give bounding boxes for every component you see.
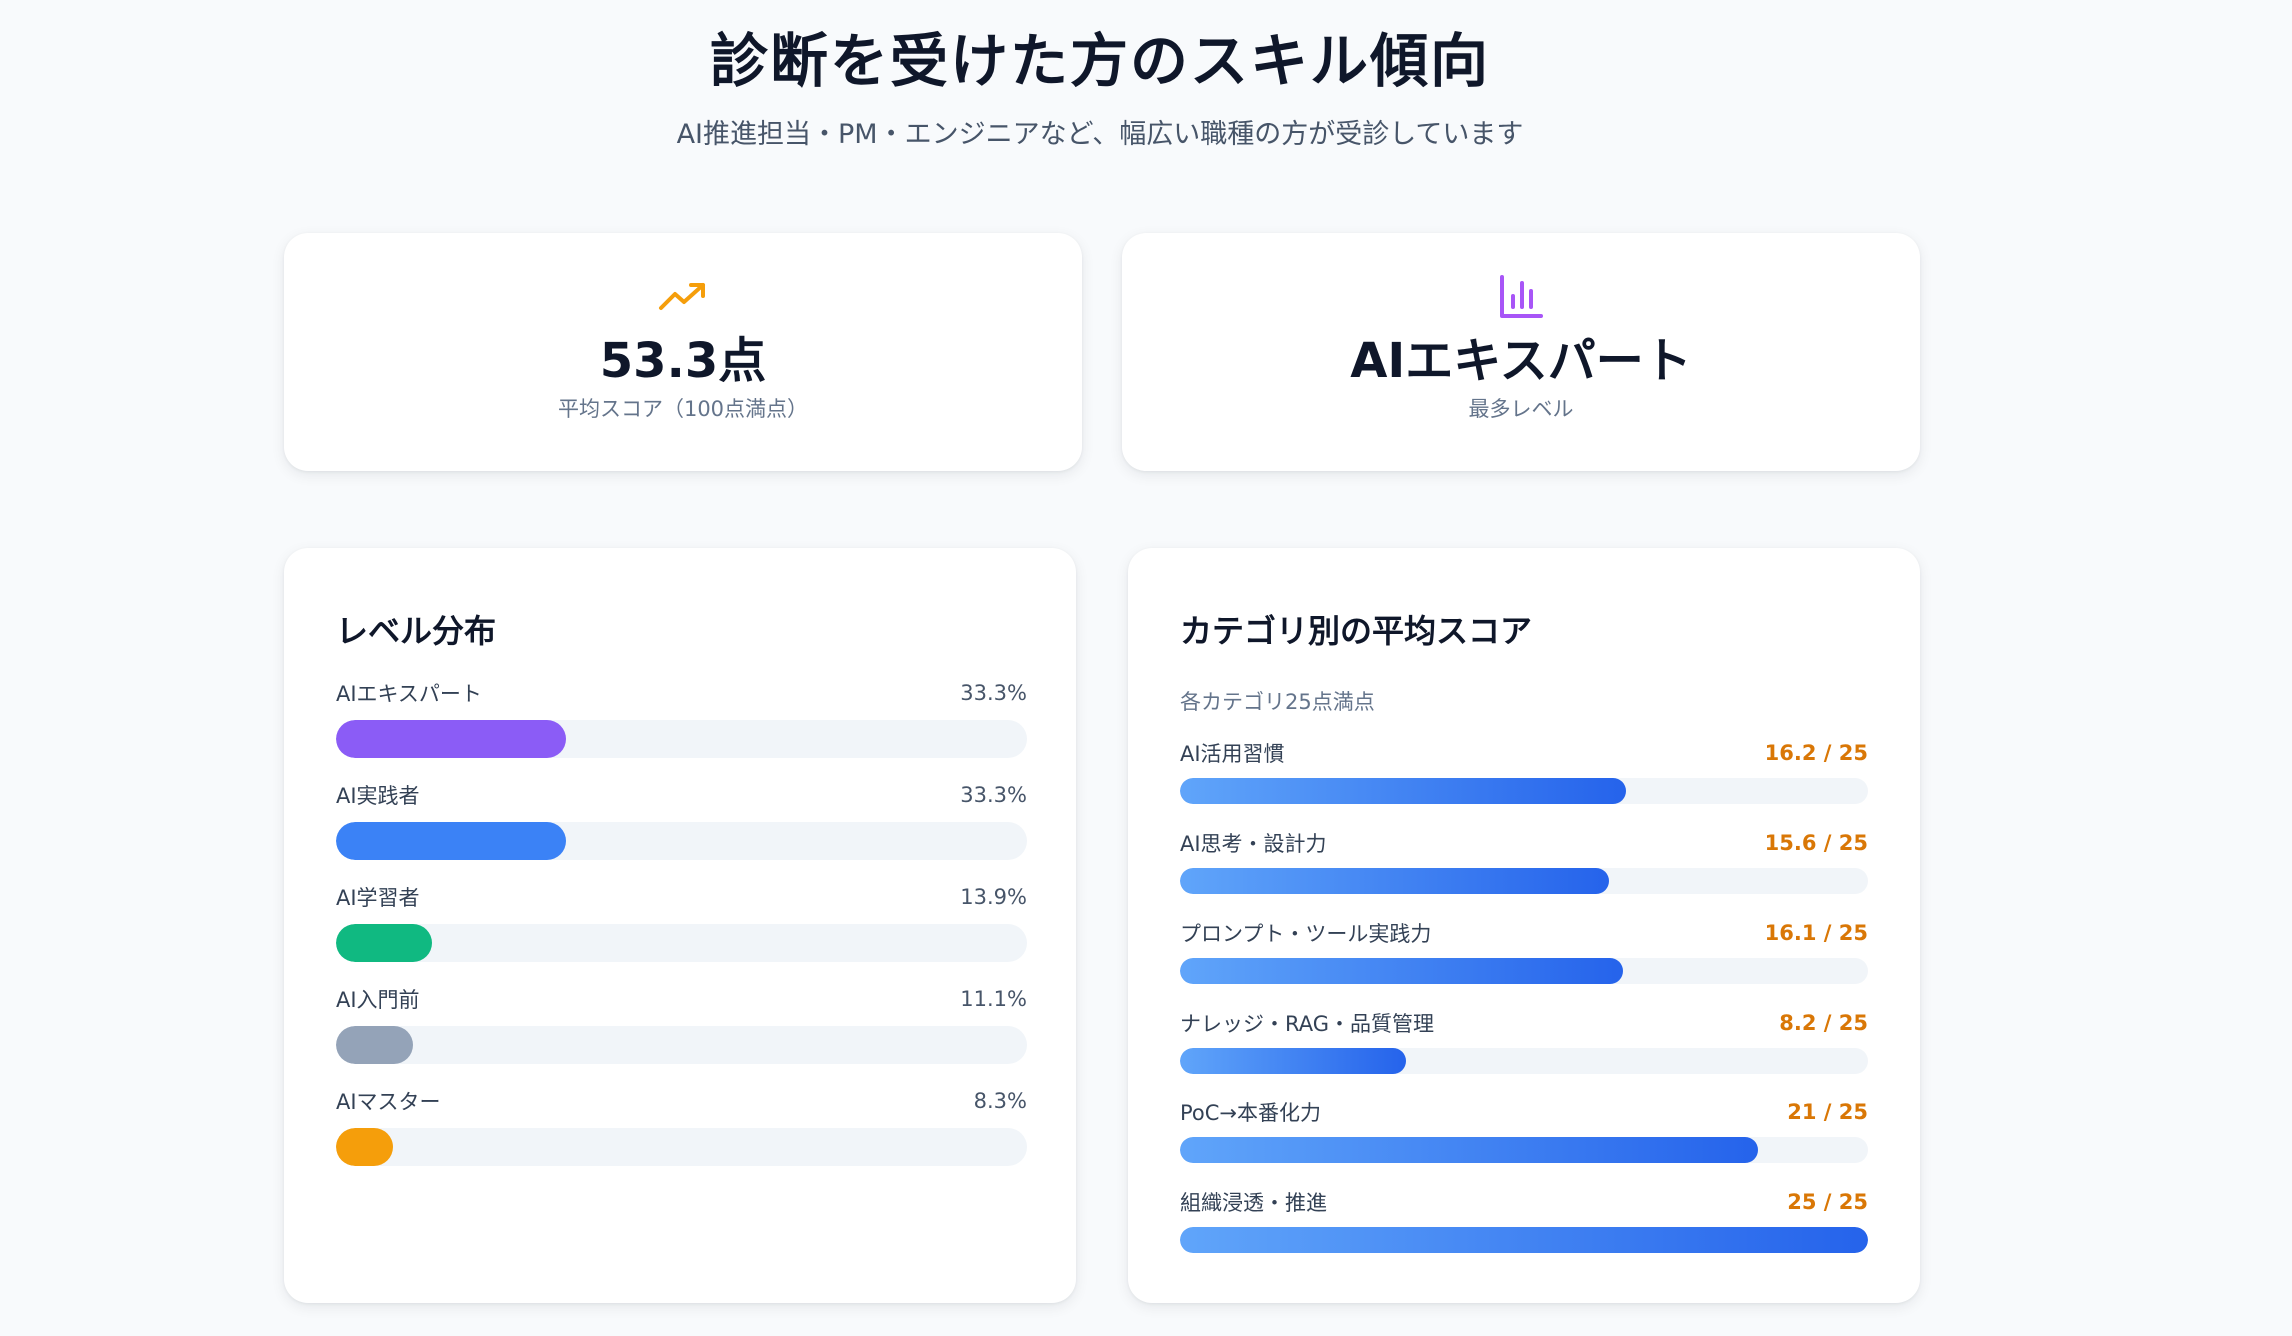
category-bar-track [1180, 778, 1868, 804]
category-bar-fill [1180, 1227, 1868, 1253]
category-bar-track [1180, 1227, 1868, 1253]
category-bar-fill [1180, 1137, 1758, 1163]
category-score: 15.6 / 25 [1764, 831, 1868, 855]
category-row: 組織浸透・推進 25 / 25 [1180, 1187, 1868, 1257]
category-label: AI思考・設計力 [1180, 832, 1327, 856]
level-label: AIマスター [336, 1090, 441, 1114]
level-row-practitioner: AI実践者 33.3% [336, 780, 1027, 860]
category-score: 25 / 25 [1787, 1190, 1868, 1214]
bar-chart-icon [1495, 271, 1547, 323]
level-label: AI入門前 [336, 988, 420, 1012]
level-bar-track [336, 720, 1027, 758]
level-percent: 33.3% [960, 783, 1027, 807]
category-bar-fill [1180, 778, 1626, 804]
level-label: AI学習者 [336, 886, 420, 910]
level-bar-fill [336, 1128, 394, 1166]
level-bar-track [336, 1026, 1027, 1064]
category-score: 21 / 25 [1787, 1100, 1868, 1124]
page-subtitle: AI推進担当・PM・エンジニアなど、幅広い職種の方が受診しています [676, 119, 1524, 150]
category-row: PoC→本番化力 21 / 25 [1180, 1097, 1868, 1167]
level-bar-fill [336, 924, 433, 962]
category-label: PoC→本番化力 [1180, 1101, 1322, 1125]
category-bar-fill [1180, 958, 1624, 984]
level-distribution-title: レベル分布 [336, 612, 497, 650]
top-level-value: AIエキスパート [1350, 333, 1692, 389]
category-label: 組織浸透・推進 [1180, 1191, 1327, 1215]
category-row: AI思考・設計力 15.6 / 25 [1180, 828, 1868, 898]
top-level-label: 最多レベル [1468, 397, 1574, 421]
average-score-card: 53.3点 平均スコア（100点満点） [284, 233, 1082, 471]
category-bar-fill [1180, 868, 1610, 894]
category-bar-track [1180, 958, 1868, 984]
category-label: AI活用習慣 [1180, 742, 1285, 766]
level-label: AI実践者 [336, 784, 420, 808]
level-label: AIエキスパート [336, 682, 482, 706]
level-bar-fill [336, 1026, 413, 1064]
level-row-master: AIマスター 8.3% [336, 1086, 1027, 1166]
level-bar-fill [336, 720, 567, 758]
level-row-expert: AIエキスパート 33.3% [336, 678, 1027, 758]
category-row: プロンプト・ツール実践力 16.1 / 25 [1180, 918, 1868, 988]
category-scores-title: カテゴリ別の平均スコア [1180, 612, 1533, 650]
level-percent: 13.9% [960, 885, 1027, 909]
category-score: 16.1 / 25 [1764, 921, 1868, 945]
category-score: 8.2 / 25 [1779, 1011, 1868, 1035]
level-percent: 11.1% [960, 987, 1027, 1011]
average-score-label: 平均スコア（100点満点） [557, 397, 809, 421]
category-bar-fill [1180, 1048, 1406, 1074]
category-bar-track [1180, 1137, 1868, 1163]
category-bar-track [1180, 1048, 1868, 1074]
level-distribution-panel: レベル分布 AIエキスパート 33.3% AI実践者 33.3% AI学習者 1… [284, 548, 1076, 1303]
level-bar-track [336, 924, 1027, 962]
top-level-card: AIエキスパート 最多レベル [1122, 233, 1920, 471]
level-row-beginner: AI入門前 11.1% [336, 984, 1027, 1064]
category-row: ナレッジ・RAG・品質管理 8.2 / 25 [1180, 1008, 1868, 1078]
category-label: プロンプト・ツール実践力 [1180, 922, 1432, 946]
page-title: 診断を受けた方のスキル傾向 [709, 27, 1490, 95]
category-bar-track [1180, 868, 1868, 894]
level-percent: 8.3% [973, 1089, 1027, 1113]
trending-up-icon [657, 271, 709, 323]
category-scores-note: 各カテゴリ25点満点 [1180, 690, 1375, 714]
level-bar-track [336, 822, 1027, 860]
level-bar-fill [336, 822, 567, 860]
level-percent: 33.3% [960, 681, 1027, 705]
level-bar-track [336, 1128, 1027, 1166]
average-score-value: 53.3点 [599, 333, 767, 389]
category-label: ナレッジ・RAG・品質管理 [1180, 1012, 1435, 1036]
category-row: AI活用習慣 16.2 / 25 [1180, 738, 1868, 808]
category-score: 16.2 / 25 [1764, 741, 1868, 765]
category-scores-panel: カテゴリ別の平均スコア 各カテゴリ25点満点 AI活用習慣 16.2 / 25 … [1128, 548, 1920, 1303]
level-row-learner: AI学習者 13.9% [336, 882, 1027, 962]
